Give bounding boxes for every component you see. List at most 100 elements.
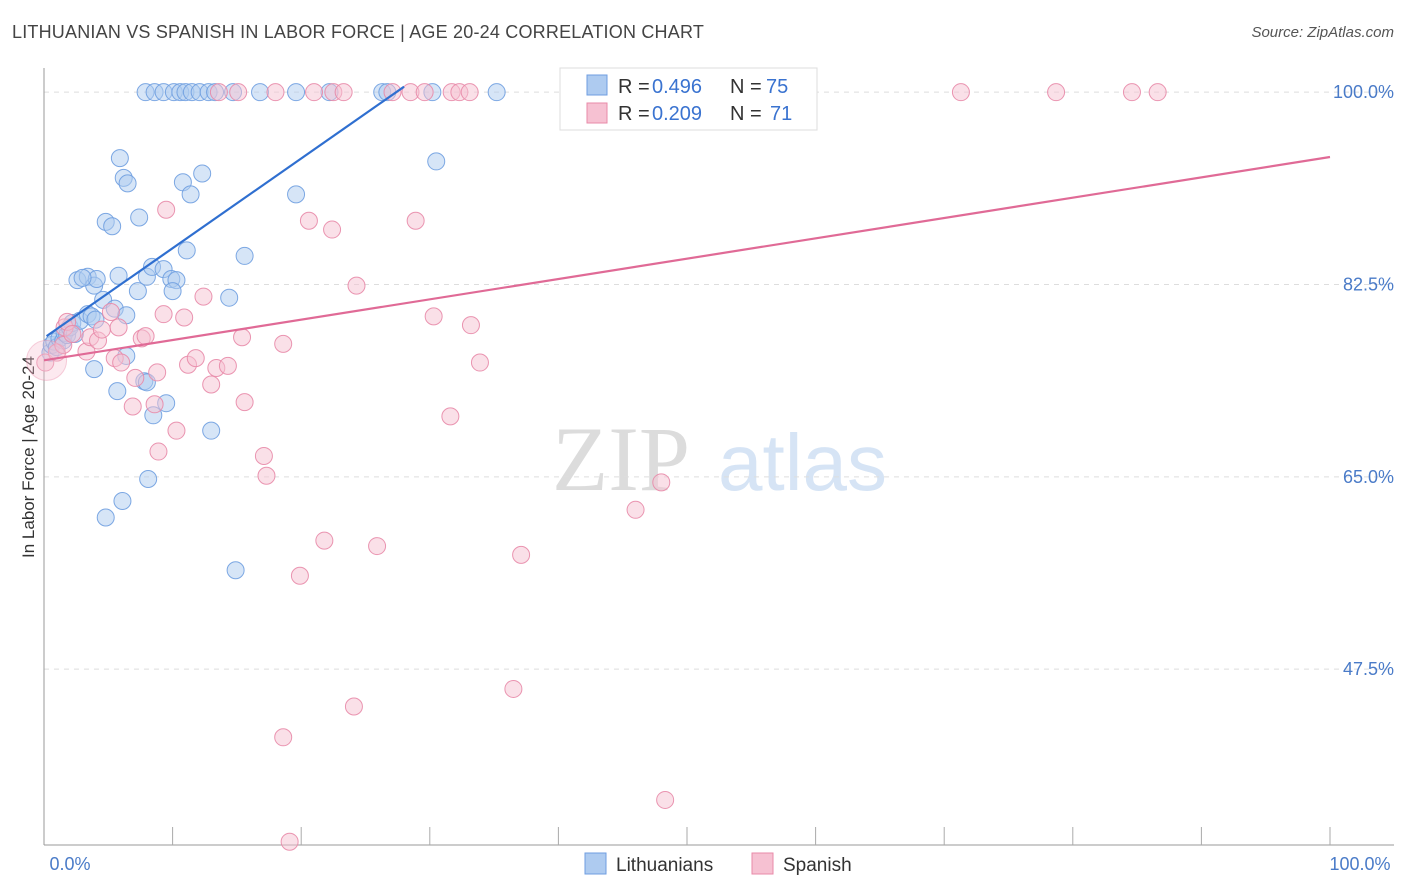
trend-lines — [43, 85, 1331, 362]
spanish-point — [334, 83, 353, 102]
lithuanian-point — [193, 164, 212, 183]
lithuanian-point — [487, 83, 506, 102]
spanish-point — [470, 353, 489, 372]
x-tick-label-right: 100.0% — [1329, 854, 1390, 874]
spanish-point — [92, 320, 111, 339]
legend-r-label: R = — [618, 103, 655, 125]
spanish-point — [1047, 83, 1066, 102]
legend-row-spanish: R = 0.209 N = 71 — [618, 103, 792, 125]
spanish-point — [315, 531, 334, 550]
bottom-legend-swatch-lithuanians — [584, 852, 607, 875]
spanish-point — [36, 353, 55, 372]
spanish-point — [274, 728, 293, 747]
lithuanian-point — [139, 470, 158, 489]
y-axis-title: In Labor Force | Age 20-24 — [19, 356, 38, 558]
lithuanian-point — [235, 246, 254, 265]
lithuanian-point — [220, 288, 239, 307]
watermark-atlas: atlas — [718, 418, 887, 507]
legend-r-value: 0.209 — [652, 103, 702, 125]
spanish-point — [512, 545, 531, 564]
spanish-point — [148, 363, 167, 382]
spanish-point — [154, 305, 173, 324]
spanish-point — [194, 287, 213, 306]
lithuanian-point — [427, 152, 446, 171]
lithuanian-point — [177, 241, 196, 260]
lithuanian-point — [226, 561, 245, 580]
lithuanian-point — [130, 208, 149, 227]
watermark-zip: ZIP — [552, 408, 690, 510]
spanish-point — [347, 276, 366, 295]
spanish-point — [218, 356, 237, 375]
lithuanian-point — [110, 149, 129, 168]
legend-r-value: 0.496 — [652, 76, 702, 98]
bottom-legend-label-spanish: Spanish — [783, 855, 852, 876]
spanish-point — [656, 790, 675, 809]
spanish-point — [101, 302, 120, 321]
y-tick-label: 82.5% — [1343, 275, 1394, 295]
spanish-point — [112, 353, 131, 372]
spanish-point — [1122, 83, 1141, 102]
spanish-point — [951, 83, 970, 102]
spanish-point — [175, 308, 194, 327]
lithuanian-point — [287, 83, 306, 102]
chart-title: LITHUANIAN VS SPANISH IN LABOR FORCE | A… — [12, 22, 705, 42]
spanish-point — [202, 375, 221, 394]
lithuanian-point — [103, 217, 122, 236]
spanish-point — [266, 83, 285, 102]
lithuanian-point — [113, 492, 132, 511]
lithuanian-point — [202, 421, 221, 440]
spanish-point — [233, 328, 252, 347]
lithuanian-point — [73, 268, 92, 287]
spanish-point — [368, 537, 387, 556]
spanish-point — [460, 83, 479, 102]
spanish-point — [145, 395, 164, 414]
axes — [43, 68, 1394, 846]
spanish-point — [406, 211, 425, 230]
spanish-point — [652, 473, 671, 492]
spanish-point — [186, 349, 205, 368]
lithuanian-point — [251, 83, 270, 102]
spanish-point — [157, 200, 176, 219]
spanish-point — [123, 397, 142, 416]
x-tick-label-left: 0.0% — [49, 854, 90, 874]
y-tick-label: 65.0% — [1343, 467, 1394, 487]
spanish-point — [167, 421, 186, 440]
spanish-point — [424, 307, 443, 326]
y-tick-label: 100.0% — [1333, 82, 1394, 102]
bottom-legend-swatch-spanish — [751, 852, 774, 875]
spanish-point — [235, 393, 254, 412]
spanish-point — [461, 316, 480, 335]
legend-n-label: N = — [730, 103, 767, 125]
spanish-point — [299, 211, 318, 230]
y-tick-label: 47.5% — [1343, 659, 1394, 679]
legend-swatch-spanish — [586, 102, 608, 124]
lithuanian-point — [108, 382, 127, 401]
lithuanian-point — [181, 185, 200, 204]
spanish-point — [1148, 83, 1167, 102]
legend-n-label: N = — [730, 76, 767, 98]
spanish-point — [415, 83, 434, 102]
legend-row-lithuanians: R = 0.496 N = 75 — [618, 76, 788, 98]
spanish-point — [441, 407, 460, 426]
spanish-point — [504, 679, 523, 698]
bottom-legend-label-lithuanians: Lithuanians — [616, 855, 713, 876]
spanish-point — [136, 327, 155, 346]
legend-n-value: 71 — [770, 103, 792, 125]
lithuanian-point — [96, 508, 115, 527]
spanish-trend-line — [43, 155, 1331, 362]
spanish-point — [149, 442, 168, 461]
spanish-point — [290, 566, 309, 585]
spanish-point — [209, 83, 228, 102]
x-ticks — [172, 827, 1331, 845]
spanish-point — [274, 334, 293, 353]
spanish-point — [257, 466, 276, 485]
lithuanian-point — [287, 185, 306, 204]
lithuanian-point — [109, 266, 128, 285]
spanish-point — [305, 83, 324, 102]
spanish-point — [280, 832, 299, 851]
source-label: Source: ZipAtlas.com — [1251, 24, 1394, 41]
spanish-point — [109, 318, 128, 337]
lithuanian-point — [85, 360, 104, 379]
legend-swatch-lithuanians — [586, 74, 608, 96]
